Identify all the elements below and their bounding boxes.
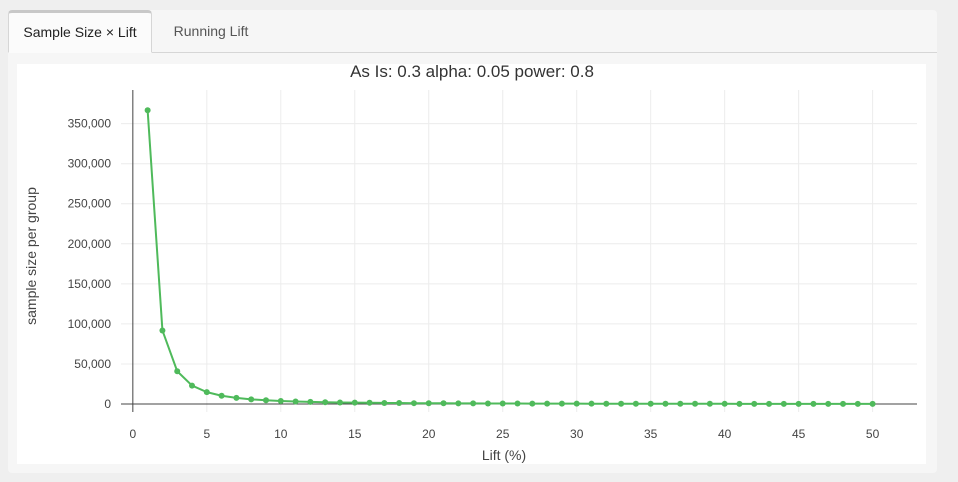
data-point bbox=[425, 400, 432, 407]
data-point bbox=[218, 392, 225, 399]
data-point bbox=[840, 400, 847, 407]
data-point bbox=[322, 399, 329, 406]
data-point bbox=[603, 400, 610, 407]
data-point bbox=[544, 400, 551, 407]
data-point bbox=[854, 400, 861, 407]
x-tick-label: 0 bbox=[129, 427, 136, 441]
data-point bbox=[618, 400, 625, 407]
data-point bbox=[825, 400, 832, 407]
y-axis-title: sample size per group bbox=[23, 187, 39, 325]
data-point bbox=[381, 399, 388, 406]
data-point bbox=[736, 400, 743, 407]
data-point bbox=[529, 400, 536, 407]
data-point bbox=[189, 382, 196, 389]
x-tick-label: 5 bbox=[203, 427, 210, 441]
y-tick-label: 250,000 bbox=[68, 197, 112, 211]
data-point bbox=[366, 399, 373, 406]
data-point bbox=[766, 400, 773, 407]
series bbox=[144, 107, 876, 407]
data-point bbox=[277, 397, 284, 404]
tab-sample-size-lift[interactable]: Sample Size × Lift bbox=[8, 10, 152, 53]
data-point bbox=[292, 398, 299, 405]
x-tick-label: 25 bbox=[496, 427, 510, 441]
data-point bbox=[721, 400, 728, 407]
data-point bbox=[780, 400, 787, 407]
data-point bbox=[499, 400, 506, 407]
y-tick-label: 100,000 bbox=[68, 317, 112, 331]
data-point bbox=[307, 398, 314, 405]
data-point bbox=[233, 394, 240, 401]
data-point bbox=[396, 400, 403, 407]
y-tick-label: 350,000 bbox=[68, 117, 112, 131]
x-tick-label: 40 bbox=[718, 427, 732, 441]
data-point bbox=[647, 400, 654, 407]
data-point bbox=[514, 400, 521, 407]
data-point bbox=[662, 400, 669, 407]
y-tick-label: 200,000 bbox=[68, 237, 112, 251]
data-point bbox=[174, 368, 181, 375]
data-point bbox=[751, 400, 758, 407]
y-tick-label: 0 bbox=[104, 397, 111, 411]
tab-running-lift[interactable]: Running Lift bbox=[173, 23, 249, 39]
data-point bbox=[455, 400, 462, 407]
data-point bbox=[692, 400, 699, 407]
data-point bbox=[470, 400, 477, 407]
data-point bbox=[351, 399, 358, 406]
data-point bbox=[440, 400, 447, 407]
data-point bbox=[795, 400, 802, 407]
x-axis-title: Lift (%) bbox=[482, 447, 526, 463]
data-point bbox=[336, 399, 343, 406]
data-point bbox=[573, 400, 580, 407]
series-line bbox=[146, 110, 873, 405]
data-point bbox=[144, 107, 151, 114]
data-point bbox=[588, 400, 595, 407]
data-point bbox=[203, 389, 210, 396]
data-point bbox=[558, 400, 565, 407]
data-point bbox=[159, 327, 166, 334]
data-point bbox=[810, 400, 817, 407]
chart-title: As Is: 0.3 alpha: 0.05 power: 0.8 bbox=[350, 64, 594, 81]
data-point bbox=[677, 400, 684, 407]
data-point bbox=[706, 400, 713, 407]
y-tick-label: 50,000 bbox=[74, 357, 111, 371]
x-tick-label: 50 bbox=[866, 427, 880, 441]
data-point bbox=[262, 397, 269, 404]
data-point bbox=[410, 400, 417, 407]
data-point bbox=[484, 400, 491, 407]
grid bbox=[121, 90, 917, 412]
chart-container: 0 5 10 15 20 25 30 35 40 45 50 0 50,000 100,000 150,00… bbox=[17, 62, 926, 464]
x-tick-label: 15 bbox=[348, 427, 362, 441]
x-tick-label: 10 bbox=[274, 427, 288, 441]
data-point bbox=[869, 400, 876, 407]
data-point bbox=[632, 400, 639, 407]
x-tick-label: 35 bbox=[644, 427, 658, 441]
y-tick-label: 300,000 bbox=[68, 157, 112, 171]
y-tick-label: 150,000 bbox=[68, 277, 112, 291]
tick-labels: 0 5 10 15 20 25 30 35 40 45 50 0 50,000 100,000 150,00… bbox=[68, 117, 880, 441]
x-tick-label: 30 bbox=[570, 427, 584, 441]
line-chart: 0 5 10 15 20 25 30 35 40 45 50 0 50,000 100,000 150,00… bbox=[23, 62, 917, 463]
tab-bar: Sample Size × Lift Running Lift bbox=[8, 10, 937, 53]
x-tick-label: 20 bbox=[422, 427, 436, 441]
x-tick-label: 45 bbox=[792, 427, 806, 441]
data-point bbox=[248, 396, 255, 403]
